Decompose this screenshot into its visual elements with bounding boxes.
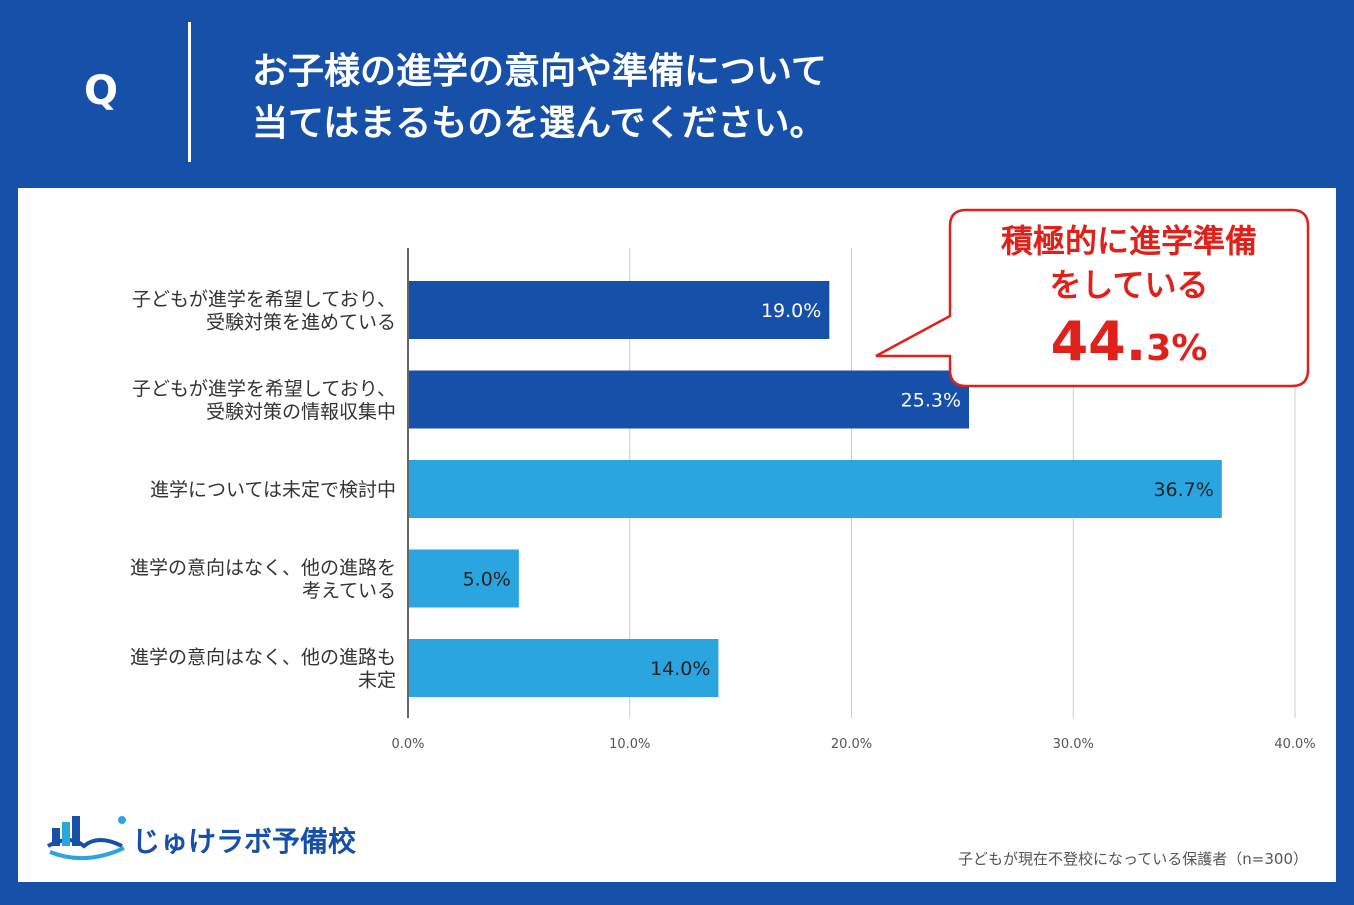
- callout-value-main: 44.: [1051, 310, 1147, 373]
- x-tick-label: 0.0%: [391, 737, 424, 752]
- category-label: 考えている: [302, 580, 396, 602]
- category-label: 子どもが進学を希望しており、: [132, 289, 396, 311]
- callout-value-sub: 3%: [1146, 328, 1207, 369]
- x-tick-label: 40.0%: [1274, 737, 1315, 752]
- category-label: 進学の意向はなく、他の進路を: [130, 557, 396, 579]
- question-title: お子様の進学の意向や準備について 当てはまるものを選んでください。: [252, 46, 827, 150]
- question-title-line-2: 当てはまるものを選んでください。: [252, 103, 826, 144]
- x-tick-labels: 0.0% 10.0% 20.0% 30.0% 40.0%: [391, 737, 1315, 752]
- data-label: 19.0%: [761, 300, 821, 322]
- bar: [409, 460, 1222, 518]
- header-divider: [188, 22, 191, 162]
- bar: [409, 281, 830, 339]
- callout-value: 44.3%: [1051, 310, 1208, 373]
- question-title-line-1: お子様の進学の意向や準備について: [252, 51, 827, 92]
- data-label: 5.0%: [463, 569, 511, 591]
- category-label: 受験対策の情報収集中: [206, 401, 396, 423]
- data-label: 36.7%: [1153, 479, 1213, 501]
- callout-line-2: をしている: [1049, 266, 1208, 304]
- x-tick-label: 20.0%: [831, 737, 872, 752]
- callout-line-1: 積極的に進学準備: [1001, 222, 1257, 260]
- category-labels: 子どもが進学を希望しており、受験対策を進めている子どもが進学を希望しており、受験…: [130, 289, 396, 692]
- header: Q お子様の進学の意向や準備について 当てはまるものを選んでください。: [0, 0, 1354, 188]
- data-label: 25.3%: [901, 390, 961, 412]
- bar: [409, 639, 719, 697]
- book-logo-icon: [47, 816, 126, 861]
- category-label: 受験対策を進めている: [206, 312, 396, 334]
- bar: [409, 549, 519, 608]
- category-label: 進学については未定で検討中: [150, 479, 396, 501]
- category-label: 未定: [358, 670, 396, 692]
- bar: [409, 370, 970, 429]
- callout: 積極的に進学準備 をしている 44.3%: [875, 208, 1310, 388]
- bars: 19.0% 25.3% 36.7% 5.0% 14.0%: [409, 281, 1222, 697]
- callout-bubble: [875, 208, 1310, 388]
- x-tick-label: 10.0%: [609, 737, 650, 752]
- x-tick-label: 30.0%: [1053, 737, 1094, 752]
- question-mark-label: Q: [84, 68, 119, 114]
- chart-panel: 19.0% 25.3% 36.7% 5.0% 14.0% 子どもが進学を希望しており、受…: [18, 188, 1336, 882]
- sample-note: 子どもが現在不登校になっている保護者（n=300）: [958, 850, 1308, 868]
- data-label: 14.0%: [650, 658, 710, 680]
- category-label: 子どもが進学を希望しており、: [132, 378, 396, 400]
- category-label: 進学の意向はなく、他の進路も: [130, 647, 396, 669]
- bar-chart: 19.0%25.3%36.7%5.0%14.0% 子どもが進学を希望しており、受…: [130, 208, 1316, 752]
- logo: じゅけラボ予備校: [40, 808, 360, 868]
- logo-text: じゅけラボ予備校: [132, 825, 357, 858]
